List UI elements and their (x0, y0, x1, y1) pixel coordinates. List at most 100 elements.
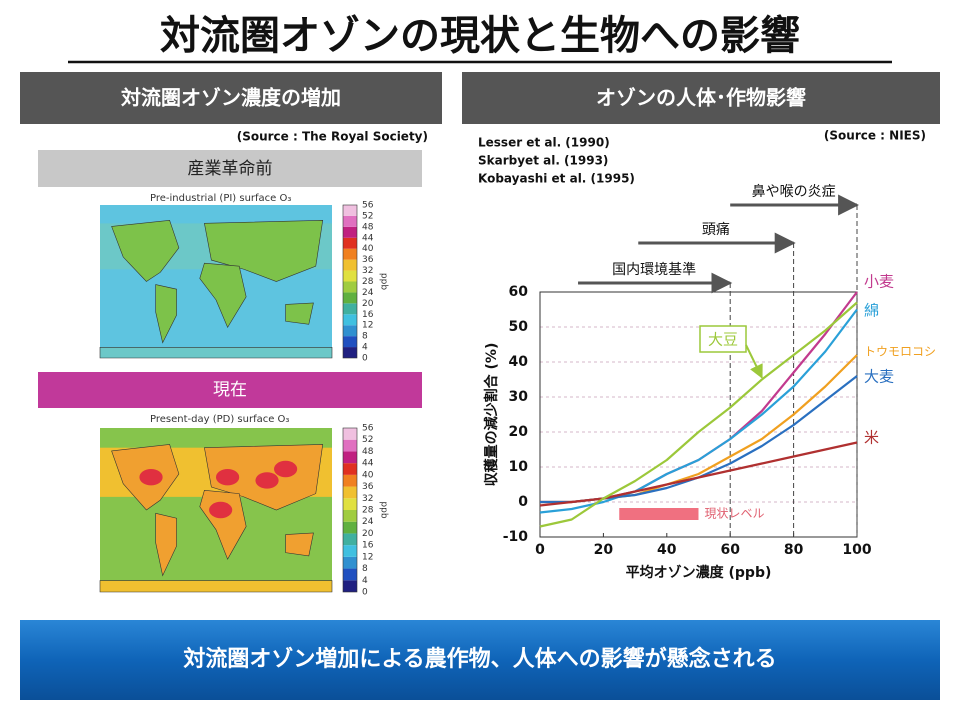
colorbar-label: 20 (362, 529, 374, 539)
colorbar-label: 52 (362, 211, 373, 221)
colorbar-label: 32 (362, 266, 373, 276)
y-tick-label: 10 (509, 459, 529, 475)
colorbar-segment (343, 474, 357, 487)
colorbar-label: 16 (362, 541, 374, 551)
colorbar-label: 4 (362, 343, 368, 353)
colorbar-label: 52 (362, 435, 373, 445)
y-tick-label: 40 (509, 354, 529, 370)
right-header (462, 72, 940, 124)
threshold-label: 国内環境基準 (612, 261, 696, 278)
map-hotspot (274, 460, 298, 478)
series-line (539, 301, 858, 528)
series-label-arrow (745, 344, 763, 379)
y-tick-label: 30 (509, 389, 529, 405)
left-header (20, 72, 442, 124)
legend-label: トウモロコシ (864, 345, 936, 359)
colorbar-segment (343, 303, 357, 315)
series-label-box (699, 325, 747, 353)
map-hotspot (255, 472, 279, 489)
map-land (155, 512, 177, 577)
x-tick-label: 0 (535, 542, 545, 558)
current-level (619, 508, 699, 520)
colorbar-label: 36 (362, 255, 374, 265)
legend-label: 米 (864, 429, 879, 447)
series-line (539, 441, 858, 507)
colorbar-frame (342, 427, 358, 593)
map-hotspot (216, 469, 240, 486)
right-header-text: オゾンの人体･作物影響 (596, 86, 806, 110)
colorbar-segment (343, 336, 357, 348)
map-label-bg (38, 150, 422, 187)
reference: Skarbyet al. (1993) (478, 154, 608, 168)
colorbar-segment (343, 347, 357, 358)
colorbar-label: 28 (362, 506, 374, 516)
colorbar-label: 24 (362, 517, 374, 527)
colorbar-segment (343, 533, 357, 546)
colorbar-label: 0 (362, 354, 368, 364)
footer-text: 対流圏オゾン増加による農作物、人体への影響が懸念される (183, 646, 776, 672)
colorbar-label: 0 (362, 588, 368, 598)
colorbar-segment (343, 215, 357, 227)
map-title: Pre-industrial (PI) surface O₃ (150, 193, 291, 204)
reference: Lesser et al. (1990) (478, 136, 610, 150)
x-tick-label: 60 (720, 542, 740, 558)
colorbar-label: 56 (362, 424, 374, 434)
colorbar-segment (343, 292, 357, 304)
series-line (540, 354, 858, 504)
colorbar-label: 28 (362, 277, 374, 287)
colorbar-segment (343, 205, 357, 216)
colorbar-segment (343, 248, 357, 260)
x-tick-label: 80 (784, 542, 804, 558)
x-tick-label: 20 (594, 542, 614, 558)
colorbar-unit: ppb (379, 501, 389, 518)
colorbar-label: 4 (362, 576, 368, 586)
colorbar-segment (343, 556, 357, 569)
y-tick-label: 20 (509, 424, 529, 440)
colorbar-label: 40 (362, 244, 374, 254)
footer-bar (20, 620, 940, 700)
x-tick-label: 100 (842, 542, 871, 558)
colorbar-label: 40 (362, 470, 374, 480)
map-hotspot (139, 469, 163, 486)
y-axis-label: 収穫量の減少割合 (%) (483, 343, 500, 487)
colorbar-label: 48 (362, 447, 374, 457)
colorbar-segment (343, 314, 357, 326)
colorbar-label: 12 (362, 552, 373, 562)
colorbar-segment (343, 270, 357, 282)
map-hotspot (209, 501, 233, 519)
map-land (285, 532, 314, 557)
colorbar-label: 16 (362, 310, 374, 320)
y-tick-label: 0 (518, 494, 528, 510)
colorbar-segment (343, 463, 357, 475)
colorbar-segment (343, 486, 357, 499)
map-label: 現在 (213, 380, 247, 400)
legend-label: 大麦 (864, 368, 894, 386)
colorbar-segment (343, 439, 357, 452)
colorbar-segment (343, 259, 357, 271)
x-tick-label: 40 (657, 542, 677, 558)
chart-source: (Source : NIES) (824, 129, 926, 143)
threshold-label: 頭痛 (702, 221, 730, 238)
slide-title: 対流圏オゾンの現状と生物への影響 (160, 13, 800, 59)
colorbar-label: 44 (362, 459, 374, 469)
map-title: Present-day (PD) surface O₃ (150, 414, 289, 425)
map-land (99, 346, 333, 359)
colorbar-segment (343, 237, 357, 249)
colorbar-label: 44 (362, 233, 374, 243)
colorbar-segment (343, 428, 357, 440)
colorbar-label: 8 (362, 564, 368, 574)
legend-label: 大豆 (708, 331, 738, 349)
colorbar-segment (343, 498, 357, 510)
y-tick-label: 50 (509, 319, 529, 335)
colorbar-label: 20 (362, 299, 374, 309)
colorbar-segment (343, 325, 357, 337)
colorbar-label: 24 (362, 288, 374, 298)
map-label-bg (38, 372, 422, 408)
y-tick-label: 60 (509, 284, 529, 300)
colorbar-label: 8 (362, 332, 368, 342)
colorbar-label: 12 (362, 321, 373, 331)
colorbar-label: 36 (362, 482, 374, 492)
map-label: 産業革命前 (188, 159, 273, 179)
left-header-text: 対流圏オゾン濃度の増加 (120, 86, 341, 110)
